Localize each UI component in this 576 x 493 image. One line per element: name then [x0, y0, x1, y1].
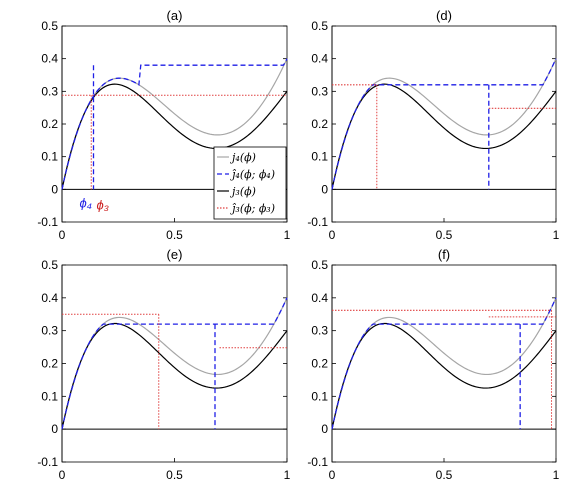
- y-tick-label: 0.5: [41, 19, 58, 33]
- legend-label: ĵ₄(ϕ; ϕ₄): [230, 168, 275, 181]
- j3-curve: [331, 322, 557, 430]
- j4hat-curve: [61, 58, 288, 190]
- j3-curve: [61, 322, 288, 430]
- x-tick-label: 0.5: [436, 228, 453, 242]
- plot-frame: [61, 264, 288, 463]
- plot-frame: [331, 25, 557, 223]
- x-tick-label: 1: [553, 468, 560, 482]
- y-tick-label: 0.1: [311, 150, 328, 164]
- legend-label: j₃(ϕ): [229, 185, 256, 198]
- j3-curve: [61, 83, 288, 190]
- y-tick-label: 0.1: [41, 150, 58, 164]
- x-tick-label: 0: [329, 228, 336, 242]
- x-tick-label: 0: [329, 468, 336, 482]
- y-tick-label: -0.1: [37, 455, 58, 469]
- y-tick-label: -0.1: [307, 215, 328, 229]
- y-tick-label: 0.3: [41, 324, 58, 338]
- y-tick-label: 0: [51, 182, 58, 196]
- panel-title: (e): [167, 247, 183, 262]
- y-tick-label: 0: [321, 182, 328, 196]
- y-tick-label: 0.2: [41, 117, 58, 131]
- y-tick-label: 0.1: [41, 389, 58, 403]
- legend: j₄(ϕ) ĵ₄(ϕ; ϕ₄) j₃(ϕ) ĵ₃(ϕ; ϕ₃): [213, 146, 287, 220]
- y-tick-label: -0.1: [37, 215, 58, 229]
- j4-curve: [61, 297, 288, 430]
- panel-title: (d): [436, 8, 452, 23]
- y-tick-label: 0.1: [311, 389, 328, 403]
- y-tick-label: 0.4: [41, 291, 58, 305]
- y-tick-label: 0.2: [41, 357, 58, 371]
- y-tick-label: 0.5: [311, 258, 328, 272]
- y-tick-label: 0.3: [311, 324, 328, 338]
- j3-curve: [331, 83, 557, 190]
- x-tick-label: 0.5: [166, 228, 183, 242]
- x-tick-label: 0: [59, 228, 66, 242]
- plot-frame: [331, 264, 557, 463]
- y-tick-label: 0.5: [41, 258, 58, 272]
- legend-label: ĵ₃(ϕ; ϕ₃): [230, 202, 275, 215]
- legend-box: [213, 146, 287, 220]
- panel-f: -0.100.10.20.30.40.50 0.5 1(f): [307, 247, 559, 482]
- phi4-annotation: ϕ₄: [80, 195, 92, 210]
- y-tick-label: 0.2: [311, 117, 328, 131]
- y-tick-label: 0.3: [41, 84, 58, 98]
- x-tick-label: 0.5: [436, 468, 453, 482]
- y-tick-label: -0.1: [307, 455, 328, 469]
- j4hat-curve: [331, 297, 557, 430]
- y-tick-label: 0.4: [311, 291, 328, 305]
- legend-label: j₄(ϕ): [229, 151, 256, 164]
- x-tick-label: 0.5: [166, 468, 183, 482]
- y-tick-label: 0.4: [41, 52, 58, 66]
- y-tick-label: 0.2: [311, 357, 328, 371]
- y-tick-label: 0: [321, 422, 328, 436]
- panel-title: (f): [438, 247, 450, 262]
- y-tick-label: 0.3: [311, 84, 328, 98]
- x-tick-label: 1: [284, 228, 291, 242]
- x-tick-label: 1: [284, 468, 291, 482]
- panel-title: (a): [167, 8, 183, 23]
- j4hat-curve: [61, 297, 288, 430]
- panel-a: -0.100.10.20.30.40.50 0.5 1(a)ϕ₄ ϕ₃: [37, 8, 290, 242]
- panel-d: -0.100.10.20.30.40.50 0.5 1(d): [307, 8, 559, 242]
- j4-curve: [331, 297, 557, 430]
- y-tick-label: 0.5: [311, 19, 328, 33]
- y-tick-label: 0.4: [311, 52, 328, 66]
- phi3-annotation: ϕ₃: [97, 197, 109, 212]
- x-tick-label: 1: [553, 228, 560, 242]
- x-tick-label: 0: [59, 468, 66, 482]
- j4hat-curve: [331, 58, 557, 190]
- y-tick-label: 0: [51, 422, 58, 436]
- panel-e: -0.100.10.20.30.40.50 0.5 1(e): [37, 247, 290, 482]
